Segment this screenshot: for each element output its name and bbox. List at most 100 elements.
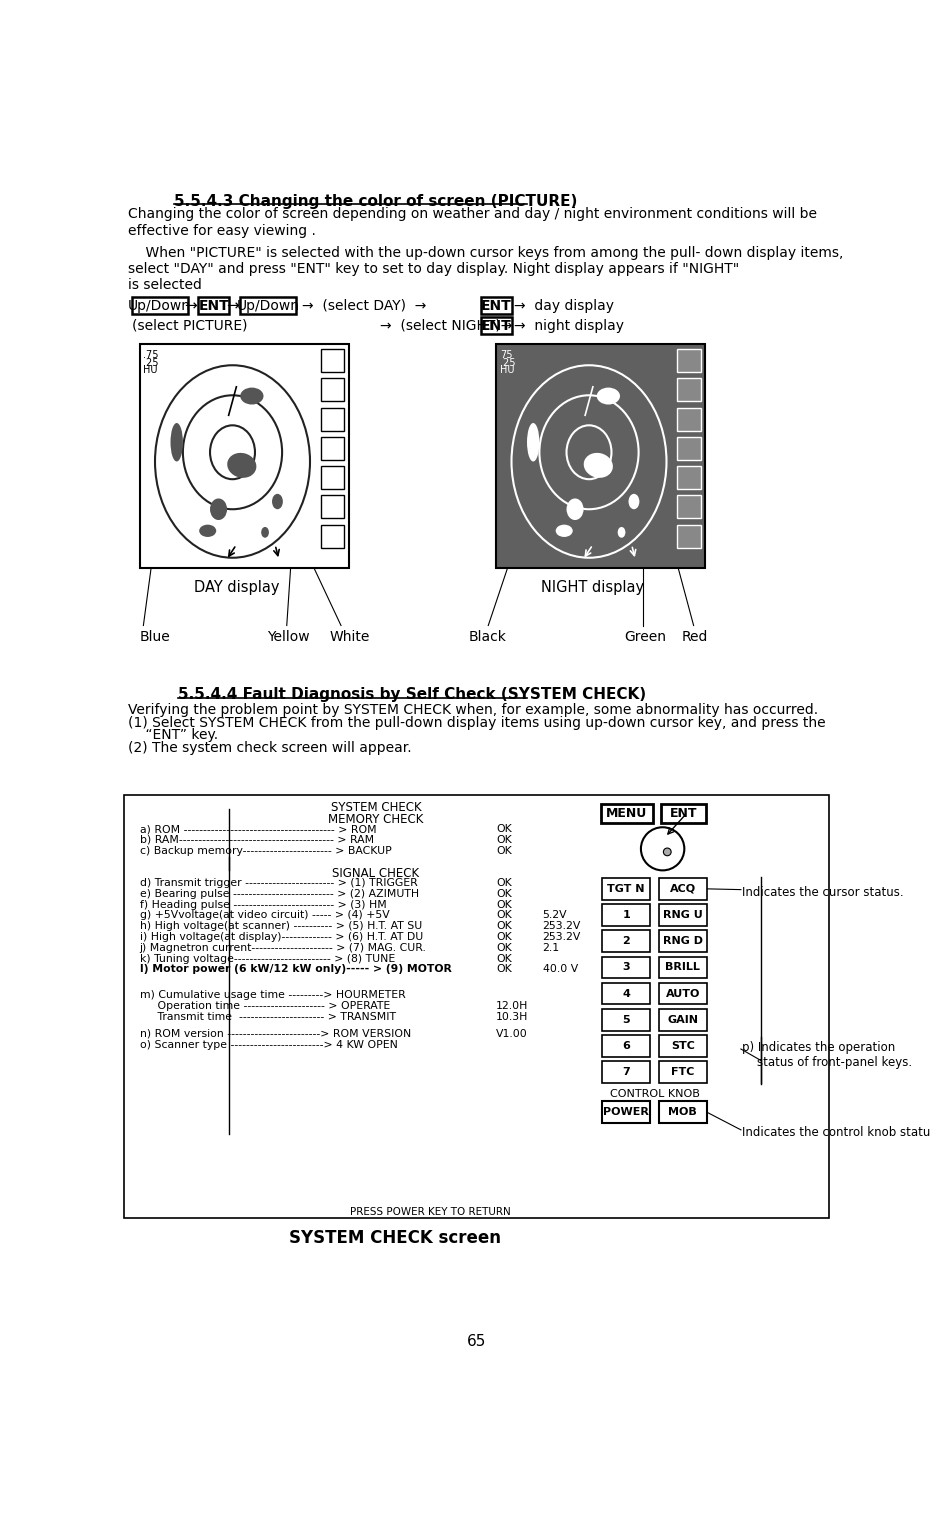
Text: Black: Black — [469, 631, 507, 644]
Bar — [658, 1036, 707, 1057]
Ellipse shape — [584, 452, 613, 478]
Bar — [321, 378, 344, 402]
Bar — [603, 879, 650, 900]
Text: Indicates the control knob status.: Indicates the control knob status. — [742, 1125, 930, 1139]
Text: h) High voltage(at scanner) ---------- > (5) H.T. AT SU: h) High voltage(at scanner) ---------- >… — [140, 921, 421, 931]
Ellipse shape — [170, 423, 183, 461]
Text: 4: 4 — [622, 988, 631, 999]
Text: Up/Down: Up/Down — [236, 299, 299, 312]
Text: OK: OK — [496, 953, 512, 964]
Bar — [603, 905, 650, 926]
Bar — [603, 1062, 650, 1083]
Text: 5.5.4.4 Fault Diagnosis by Self Check (SYSTEM CHECK): 5.5.4.4 Fault Diagnosis by Self Check (S… — [179, 687, 646, 702]
Text: 5.5.4.3 Changing the color of screen (PICTURE): 5.5.4.3 Changing the color of screen (PI… — [175, 193, 578, 209]
Text: 5: 5 — [622, 1014, 630, 1025]
Text: →  (select DAY)  →: → (select DAY) → — [302, 299, 427, 312]
Text: When "PICTURE" is selected with the up-down cursor keys from among the pull- dow: When "PICTURE" is selected with the up-d… — [127, 245, 844, 292]
Text: l) Motor power (6 kW/12 kW only)----- > (9) MOTOR: l) Motor power (6 kW/12 kW only)----- > … — [140, 964, 451, 975]
Text: OK: OK — [496, 964, 512, 975]
Text: Operation time --------------------- > OPERATE: Operation time --------------------- > O… — [140, 1001, 390, 1011]
Circle shape — [663, 848, 671, 856]
Bar — [481, 297, 512, 314]
Text: OK: OK — [496, 911, 512, 920]
Bar — [603, 1036, 650, 1057]
Text: 3: 3 — [622, 963, 630, 972]
Text: Blue: Blue — [140, 631, 170, 644]
Text: a) ROM --------------------------------------- > ROM: a) ROM ---------------------------------… — [140, 824, 376, 835]
Text: 1: 1 — [622, 911, 631, 920]
Bar — [140, 344, 349, 568]
Text: POWER: POWER — [604, 1107, 649, 1118]
Text: 2: 2 — [622, 937, 631, 946]
Text: 253.2V: 253.2V — [542, 921, 581, 931]
Text: OK: OK — [496, 845, 512, 856]
Text: Indicates the cursor status.: Indicates the cursor status. — [742, 886, 904, 899]
Text: RNG U: RNG U — [663, 911, 703, 920]
Text: Red: Red — [682, 631, 709, 644]
Bar — [677, 349, 700, 372]
Text: (2) The system check screen will appear.: (2) The system check screen will appear. — [127, 742, 411, 755]
Text: k) Tuning voltage------------------------- > (8) TUNE: k) Tuning voltage-----------------------… — [140, 953, 394, 964]
Text: (select PICTURE): (select PICTURE) — [132, 318, 247, 334]
Text: →: → — [184, 299, 197, 314]
Ellipse shape — [556, 524, 573, 538]
Bar — [321, 524, 344, 548]
Text: 75: 75 — [500, 350, 512, 359]
Text: MOB: MOB — [669, 1107, 698, 1118]
Ellipse shape — [261, 527, 269, 538]
Bar — [321, 437, 344, 460]
Bar — [658, 905, 707, 926]
Bar — [658, 879, 707, 900]
Text: d) Transmit trigger ----------------------- > (1) TRIGGER: d) Transmit trigger --------------------… — [140, 879, 418, 888]
Bar — [321, 349, 344, 372]
Text: (1) Select SYSTEM CHECK from the pull-down display items using up-down cursor ke: (1) Select SYSTEM CHECK from the pull-do… — [127, 716, 826, 731]
Text: →: → — [226, 299, 239, 314]
Text: ENT: ENT — [481, 299, 512, 312]
Ellipse shape — [629, 493, 639, 509]
Text: OK: OK — [496, 900, 512, 909]
Text: HU: HU — [143, 366, 158, 375]
Text: RNG D: RNG D — [663, 937, 703, 946]
Bar — [601, 804, 653, 822]
Bar — [677, 495, 700, 518]
Text: 6: 6 — [622, 1040, 631, 1051]
Bar — [658, 1008, 707, 1031]
Text: m) Cumulative usage time ---------> HOURMETER: m) Cumulative usage time ---------> HOUR… — [140, 990, 405, 1001]
Bar — [677, 378, 700, 402]
Text: ENT: ENT — [481, 318, 512, 334]
Text: b) RAM---------------------------------------- > RAM: b) RAM----------------------------------… — [140, 835, 374, 845]
Ellipse shape — [227, 452, 257, 478]
Text: g) +5Vvoltage(at video circuit) ----- > (4) +5V: g) +5Vvoltage(at video circuit) ----- > … — [140, 911, 390, 920]
Text: DAY display: DAY display — [193, 580, 279, 595]
Text: f) Heading pulse -------------------------- > (3) HM: f) Heading pulse -----------------------… — [140, 900, 386, 909]
Text: 12.0H: 12.0H — [496, 1001, 528, 1011]
Text: Yellow: Yellow — [268, 631, 310, 644]
Bar — [603, 956, 650, 978]
Bar — [481, 317, 512, 334]
Text: 2.1: 2.1 — [542, 943, 560, 953]
Bar — [124, 795, 830, 1218]
Text: .25: .25 — [143, 358, 159, 367]
Ellipse shape — [199, 524, 216, 538]
Bar — [603, 1008, 650, 1031]
Text: ACQ: ACQ — [670, 883, 696, 894]
Text: c) Backup memory----------------------- > BACKUP: c) Backup memory----------------------- … — [140, 845, 392, 856]
Ellipse shape — [210, 498, 227, 519]
Bar — [321, 408, 344, 431]
Text: n) ROM version ------------------------> ROM VERSION: n) ROM version ------------------------>… — [140, 1030, 411, 1039]
Text: Up/Down: Up/Down — [128, 299, 192, 312]
Text: Verifying the problem point by SYSTEM CHECK when, for example, some abnormality : Verifying the problem point by SYSTEM CH… — [127, 702, 818, 716]
Bar — [603, 982, 650, 1004]
Bar — [658, 982, 707, 1004]
Text: →  night display: → night display — [513, 318, 624, 334]
Bar — [658, 1101, 707, 1122]
Text: i) High voltage(at display)------------- > (6) H.T. AT DU: i) High voltage(at display)-------------… — [140, 932, 423, 941]
Text: 65: 65 — [467, 1334, 486, 1349]
Circle shape — [641, 827, 684, 870]
Text: .25: .25 — [500, 358, 515, 367]
Text: White: White — [329, 631, 370, 644]
Text: SYSTEM CHECK: SYSTEM CHECK — [330, 801, 421, 815]
Text: Green: Green — [624, 631, 666, 644]
Text: →  day display: → day display — [513, 299, 614, 312]
Text: BRILL: BRILL — [665, 963, 700, 972]
